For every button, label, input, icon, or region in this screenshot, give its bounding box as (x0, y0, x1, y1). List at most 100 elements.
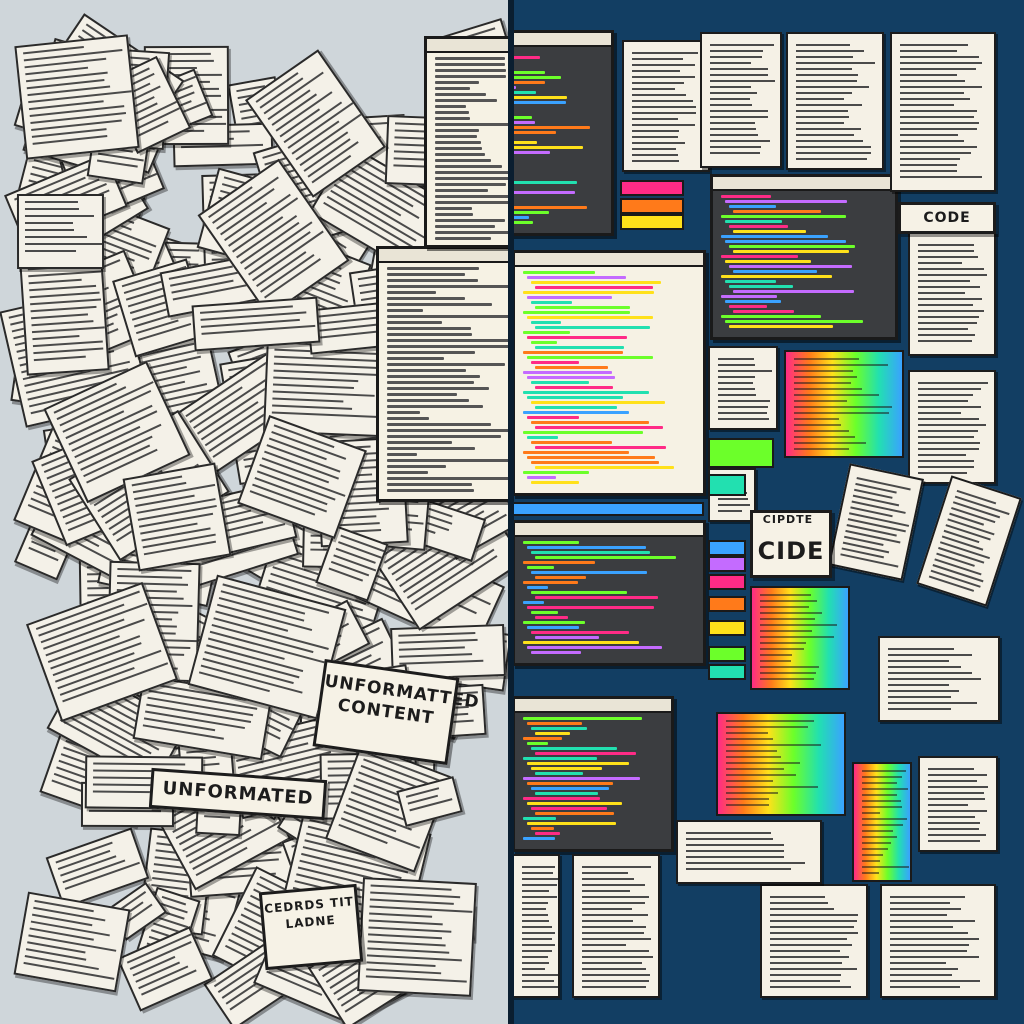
text-line (710, 140, 771, 142)
text-line (632, 64, 696, 66)
text-line (522, 896, 558, 898)
text-line (387, 411, 421, 414)
code-line (760, 648, 805, 650)
code-line (523, 411, 629, 414)
code-line (535, 366, 608, 369)
code-line (760, 666, 820, 668)
text-line (387, 375, 480, 378)
code-line (531, 441, 613, 444)
text-line (796, 44, 851, 46)
text-line (718, 358, 755, 360)
code-line (862, 812, 880, 814)
code-line (523, 271, 595, 274)
text-line (435, 237, 491, 240)
text-line (252, 483, 328, 513)
code-line (531, 341, 557, 344)
text-line (387, 363, 505, 366)
code-line (523, 797, 601, 800)
text-line (888, 696, 952, 698)
text-line (582, 902, 645, 904)
text-line (918, 436, 975, 438)
text-line (918, 274, 987, 276)
code-line (721, 215, 846, 218)
text-line (522, 920, 550, 922)
code-line (531, 767, 603, 770)
text-line (27, 270, 101, 278)
text-line (435, 177, 512, 180)
text-line (387, 417, 429, 420)
text-line (435, 87, 470, 90)
code-line (535, 752, 636, 755)
text-line (582, 968, 646, 970)
text-line (387, 477, 512, 480)
text-line (435, 93, 486, 96)
code-line (721, 295, 778, 298)
text-line (710, 80, 776, 82)
text-line (255, 72, 299, 104)
code-window (512, 520, 706, 666)
code-line (726, 756, 781, 758)
code-line (794, 394, 880, 396)
text-line (888, 666, 961, 668)
cide-label: CIDE (750, 510, 832, 578)
text-line (387, 387, 490, 390)
text-line (770, 968, 858, 970)
code-line (760, 654, 793, 656)
text-line (435, 111, 470, 114)
text-line (435, 225, 496, 228)
color-chip (708, 646, 746, 662)
code-line (535, 792, 599, 795)
text-line (387, 483, 472, 486)
unformatted-side (0, 0, 512, 1024)
code-line (760, 678, 815, 680)
text-line (370, 884, 452, 891)
code-line (760, 606, 809, 608)
code-line (531, 301, 573, 304)
text-line (522, 962, 549, 964)
code-line (794, 412, 889, 414)
text-line (770, 908, 835, 910)
text-line (890, 926, 954, 928)
text-line (796, 152, 871, 154)
text-line (710, 110, 768, 112)
text-line (918, 424, 986, 426)
text-line (900, 158, 961, 160)
code-line (729, 305, 768, 308)
code-line (527, 606, 655, 609)
text-line (928, 804, 969, 806)
text-line (398, 638, 479, 644)
highlighted-code-panel (852, 762, 912, 882)
text-line (582, 914, 649, 916)
text-line (796, 128, 861, 130)
code-line (523, 471, 589, 474)
text-line (435, 105, 466, 108)
text-line (435, 207, 473, 210)
text-line (718, 376, 755, 378)
text-line (582, 926, 647, 928)
code-line (862, 824, 903, 826)
code-line (729, 245, 856, 248)
code-line (535, 426, 664, 429)
text-line (918, 418, 979, 420)
text-line (686, 862, 806, 864)
code-line (531, 787, 609, 790)
text-line (399, 652, 473, 658)
text-line (796, 146, 871, 148)
code-line (726, 780, 773, 782)
code-line (862, 830, 894, 832)
text-line (387, 381, 475, 384)
text-line (387, 333, 472, 336)
code-line (794, 424, 842, 426)
text-line (890, 950, 967, 952)
text-line (890, 944, 969, 946)
code-line (527, 336, 627, 339)
text-line (387, 327, 471, 330)
code-line (862, 794, 898, 796)
code-line (527, 396, 623, 399)
text-line (522, 932, 555, 934)
text-line (522, 938, 553, 940)
text-line (387, 273, 466, 276)
text-line (435, 81, 480, 84)
text-line (928, 834, 986, 836)
text-line (710, 68, 768, 70)
